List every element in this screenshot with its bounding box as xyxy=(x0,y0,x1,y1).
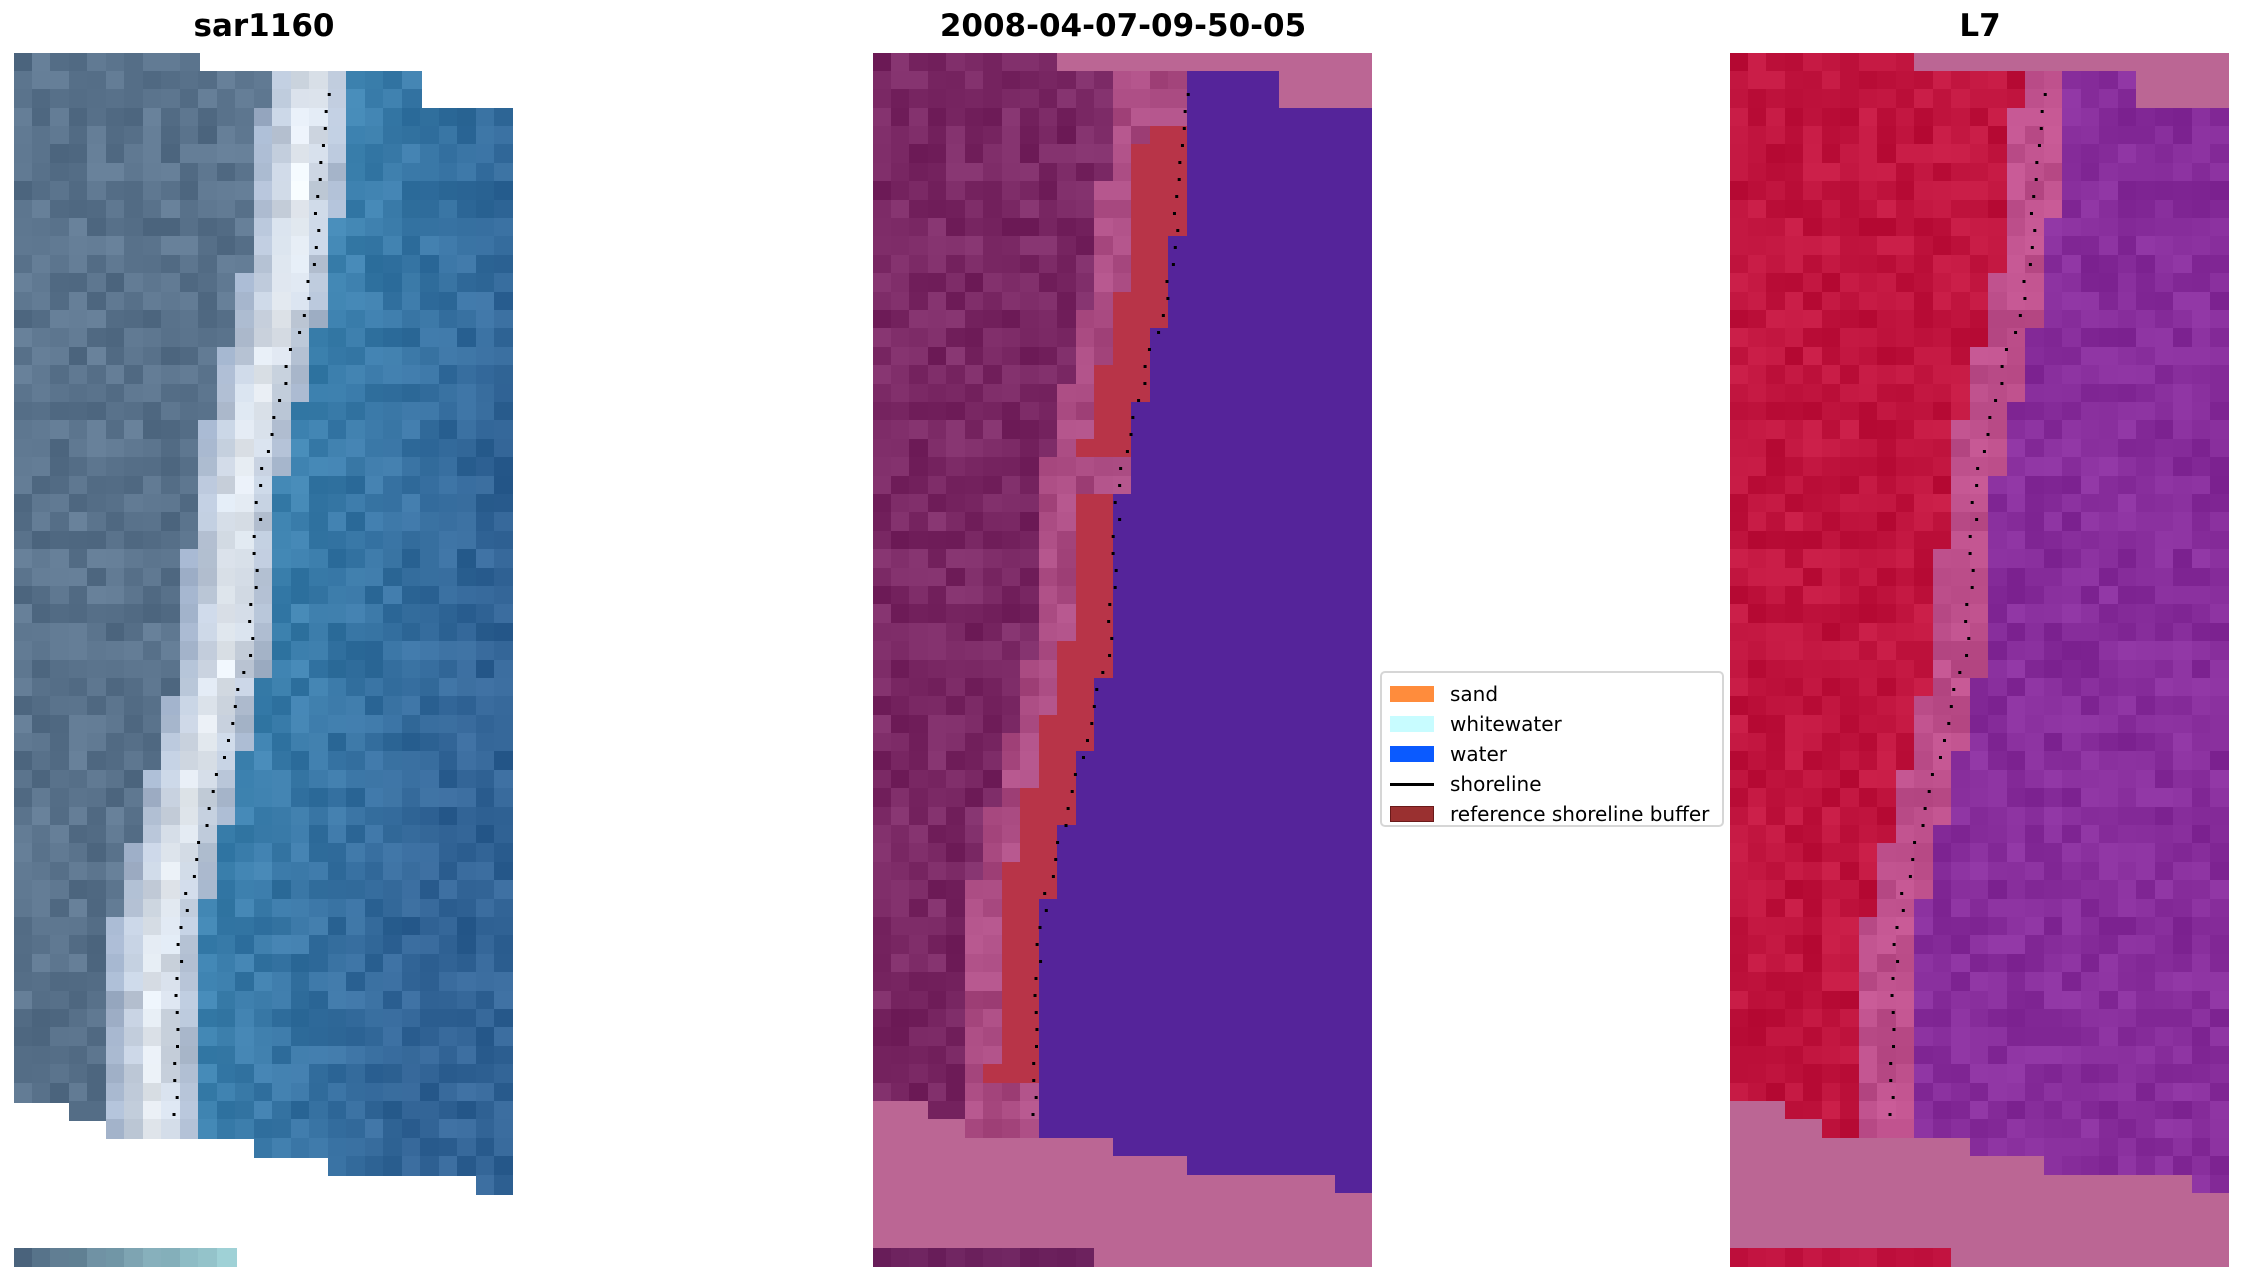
l7-index-image xyxy=(1730,53,2229,1267)
whitewater-swatch xyxy=(1390,716,1434,732)
buffer-swatch xyxy=(1390,806,1434,822)
legend-item-buffer: reference shoreline buffer xyxy=(1390,799,1722,829)
legend-label: sand xyxy=(1450,682,1499,706)
legend-label: reference shoreline buffer xyxy=(1450,802,1710,826)
panel-title-l7: L7 xyxy=(1959,8,2001,44)
legend-item-whitewater: whitewater xyxy=(1390,709,1722,739)
shoreline-line-swatch xyxy=(1390,782,1434,786)
legend-label: water xyxy=(1450,742,1507,766)
legend-item-sand: sand xyxy=(1390,679,1722,709)
sand-swatch xyxy=(1390,686,1434,702)
classified-image xyxy=(873,53,1372,1267)
legend-item-water: water xyxy=(1390,739,1722,769)
rgb-satellite-image xyxy=(14,53,513,1267)
panel-title-date: 2008-04-07-09-50-05 xyxy=(939,8,1307,44)
legend-label: shoreline xyxy=(1450,772,1542,796)
water-swatch xyxy=(1390,746,1434,762)
legend-label: whitewater xyxy=(1450,712,1562,736)
legend: sand whitewater water shoreline referenc… xyxy=(1380,671,1724,827)
panel-title-sar1160: sar1160 xyxy=(193,8,335,44)
legend-item-shoreline: shoreline xyxy=(1390,769,1722,799)
